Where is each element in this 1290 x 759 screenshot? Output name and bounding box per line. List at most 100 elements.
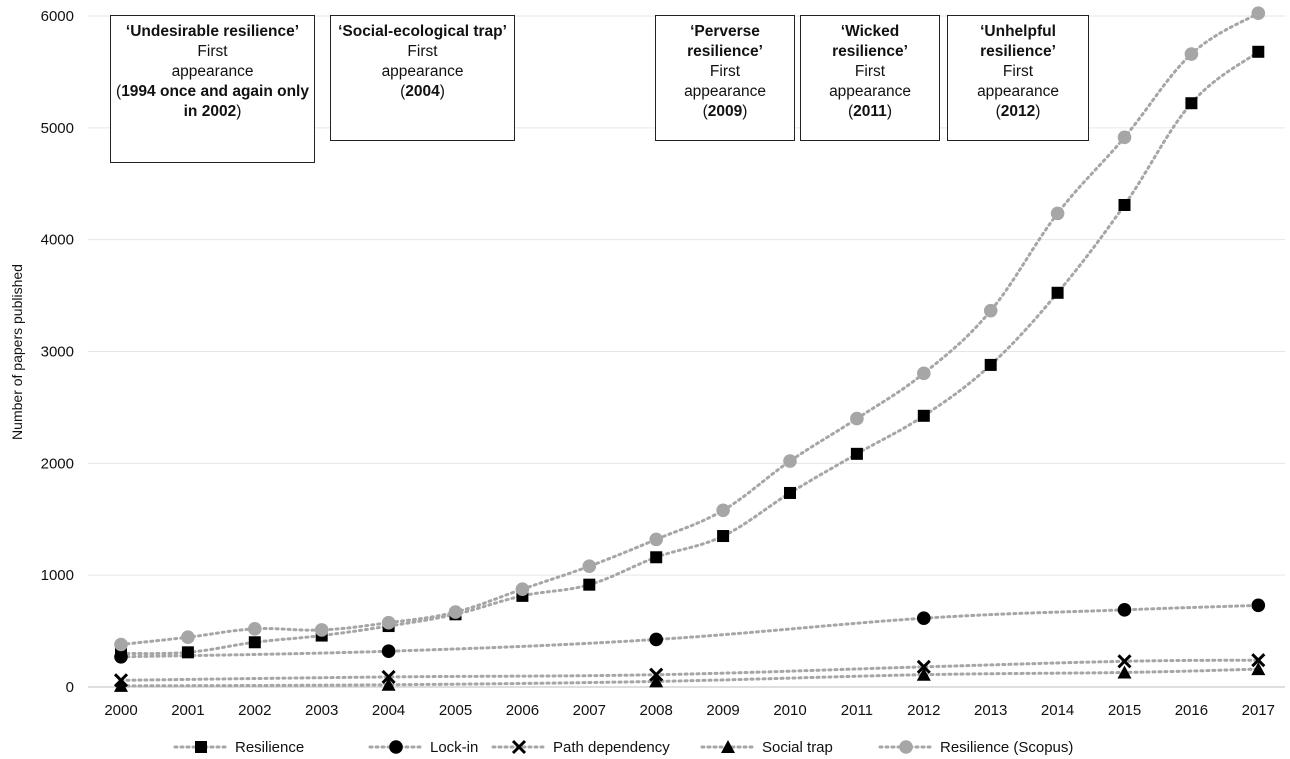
legend-marker [195,741,207,753]
legend-label: Lock-in [430,739,478,756]
annotation-unhelpful-resilience: ‘Unhelpful resilience’ First appearance … [947,15,1089,141]
data-point [783,454,797,468]
x-tick-label: 2002 [238,702,271,719]
annotation-title: ‘Unhelpful resilience’ [980,23,1056,60]
x-tick-label: 2001 [171,702,204,719]
annotation-text: appearance [977,83,1059,100]
data-point [650,551,663,564]
data-point [917,611,931,626]
data-point [381,615,396,630]
x-tick-label: 2015 [1108,702,1141,719]
y-tick-label: 0 [66,679,74,696]
data-point [784,486,796,499]
x-tick-label: 2013 [974,702,1007,719]
x-tick-label: 2006 [506,702,539,719]
x-tick-label: 2016 [1175,702,1208,719]
annotation-text: First [854,63,886,80]
annotation-text: First [407,43,438,60]
data-point [583,578,596,591]
data-point [649,674,664,688]
x-tick-label: 2005 [439,702,472,719]
legend-marker [899,740,913,754]
data-point [916,659,931,674]
annotation-title: ‘Social-ecological trap’ [338,23,507,40]
y-tick-label: 1000 [41,567,74,584]
annotation-date-tail: ) [236,103,242,120]
data-point [1252,45,1265,58]
annotation-date-bold: 2011 [853,103,887,120]
data-point [1251,653,1266,668]
annotation-text: First [709,63,741,80]
data-point [649,532,663,547]
annotation-date-tail: ) [1035,103,1041,120]
x-tick-label: 2009 [706,702,739,719]
series-line [119,658,1260,682]
data-point [917,366,931,381]
data-point [1117,603,1132,617]
data-point [1118,198,1131,211]
data-point [248,622,262,636]
annotation-text: appearance [171,63,254,80]
data-point [181,646,194,659]
annotation-date: (2009) [702,103,748,120]
annotation-date: (2004) [400,83,445,100]
legend-label: Resilience [235,739,304,756]
x-tick-label: 2008 [640,702,673,719]
data-point [515,582,530,596]
x-tick-label: 2003 [305,702,338,719]
annotation-text: appearance [829,83,911,100]
data-point [181,630,195,645]
data-point [1117,654,1132,669]
data-point [917,409,930,422]
legend-marker [511,739,527,755]
data-point [381,669,396,684]
data-point [717,530,730,543]
annotation-date-tail: ) [439,83,445,100]
data-point [649,667,664,682]
annotation-date-bold: 1994 once and again only in 2002 [121,83,309,120]
x-tick-label: 2004 [372,702,405,719]
x-tick-label: 2007 [573,702,606,719]
x-tick-label: 2014 [1041,702,1074,719]
data-point [850,447,863,460]
y-tick-label: 6000 [41,8,74,25]
data-point [1117,130,1132,145]
data-point [114,637,128,652]
annotation-date: (2011) [848,103,892,120]
x-tick-label: 2011 [841,702,873,719]
data-point [983,303,998,318]
y-tick-label: 3000 [41,344,74,361]
data-point [1050,206,1065,221]
y-tick-label: 5000 [41,120,74,137]
annotation-text: First [197,43,228,60]
annotation-date-tail: ) [886,103,892,120]
annotation-date: (1994 once and again only in 2002) [116,83,309,120]
x-tick-label: 2010 [773,702,806,719]
annotation-text: First [1002,63,1034,80]
data-point [381,644,396,659]
data-point [314,623,329,637]
data-point [582,559,597,574]
data-point [1184,47,1199,61]
x-tick-label: 2017 [1242,702,1275,719]
annotation-date-tail: ) [742,103,748,120]
annotation-title: ‘Wicked resilience’ [832,23,908,60]
data-point [381,677,396,691]
legend-label: Resilience (Scopus) [940,739,1073,756]
legend-label: Social trap [762,739,833,756]
annotation-wicked-resilience: ‘Wicked resilience’ First appearance (20… [800,15,940,141]
y-tick-label: 4000 [41,232,74,249]
data-point [1051,286,1064,299]
data-point [1251,662,1266,676]
data-point [448,605,463,619]
data-point [716,503,730,518]
annotation-date-bold: 2004 [405,83,440,100]
annotation-text: appearance [381,63,464,80]
data-point [649,632,663,647]
series-line [119,603,1260,659]
annotation-perverse-resilience: ‘Perverse resilience’ First appearance (… [655,15,795,141]
annotation-text: appearance [684,83,766,100]
annotation-social-ecological-trap: ‘Social-ecological trap’ First appearanc… [330,15,515,141]
x-tick-label: 2012 [907,702,940,719]
legend-marker [721,740,735,753]
